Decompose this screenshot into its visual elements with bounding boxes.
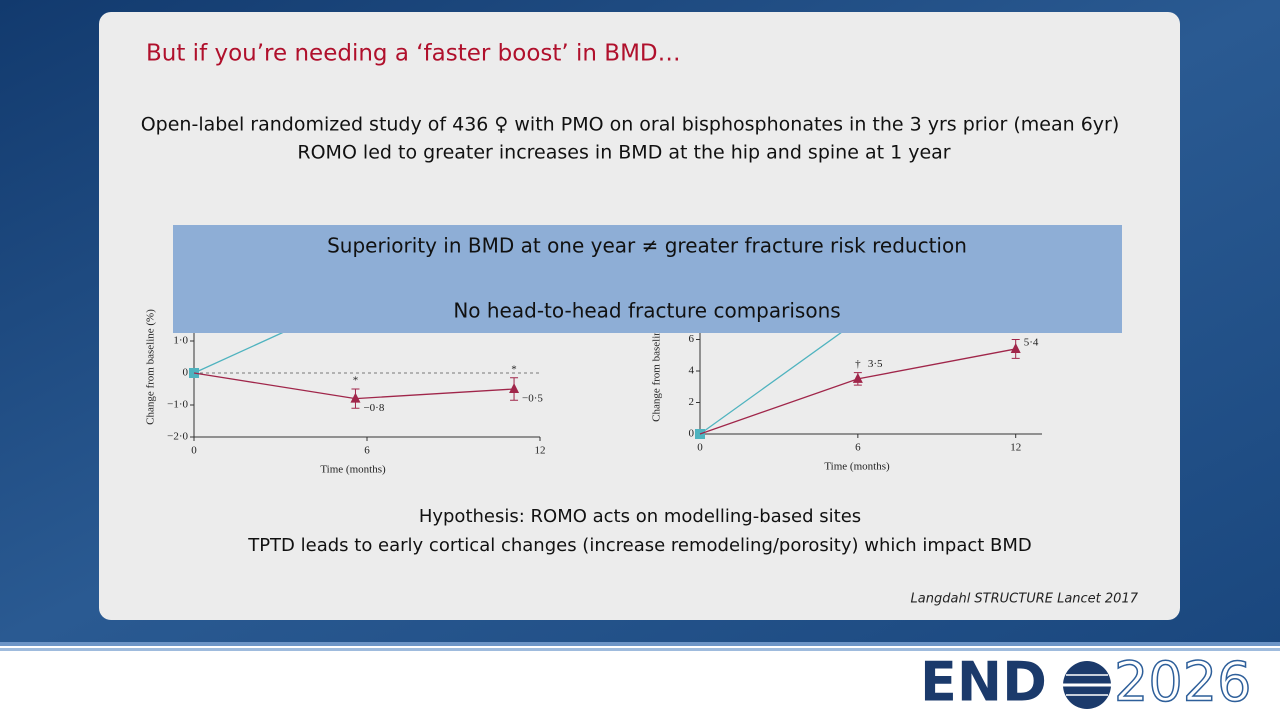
note-text: Hypothesis: ROMO acts on modelling-based… [419, 506, 861, 527]
body-text: Open-label randomized study of 436 ♀ wit… [141, 114, 1120, 136]
x-tick-label: 0 [697, 442, 703, 454]
logo-brand: END [920, 651, 1047, 714]
callout-box [173, 225, 1122, 333]
x-tick-label: 6 [855, 442, 861, 454]
y-axis-label: Change from baseline (%) [651, 306, 663, 422]
marker [350, 392, 361, 403]
y-tick-label: 6 [689, 333, 695, 345]
significance-label: * [511, 363, 517, 375]
x-tick-label: 0 [191, 445, 197, 457]
significance-label: * [353, 375, 359, 387]
callout-text: Superiority in BMD at one year ≠ greater… [327, 234, 967, 258]
y-tick-label: 2 [689, 396, 695, 408]
rule [0, 648, 1280, 651]
x-tick-label: 6 [364, 445, 370, 457]
rule [0, 642, 1280, 646]
x-axis-label: Time (months) [824, 461, 890, 473]
y-tick-label: 1·0 [173, 335, 188, 347]
logo-year: 2026 [1114, 651, 1251, 714]
marker [852, 372, 863, 383]
value-label: 5·4 [1024, 336, 1039, 348]
value-label: −0·8 [363, 402, 384, 414]
marker [1010, 342, 1021, 353]
significance-label: † [855, 358, 861, 370]
y-tick-label: 0 [183, 367, 189, 379]
y-tick-label: 0 [689, 428, 695, 440]
logo-globe [1063, 661, 1111, 709]
citation: Langdahl STRUCTURE Lancet 2017 [911, 592, 1139, 607]
marker [509, 383, 520, 393]
y-tick-label: −2·0 [167, 431, 188, 443]
charts: −2·0 −1·0 0 1·0 0 6 12 Time (months) Change from… [145, 245, 1042, 476]
y-tick-label: 4 [689, 365, 695, 377]
value-label: 3·5 [868, 358, 883, 370]
value-label: −0·5 [522, 393, 543, 405]
x-axis-label: Time (months) [320, 464, 386, 476]
body-text: ROMO led to greater increases in BMD at … [297, 142, 950, 164]
y-tick-label: −1·0 [167, 399, 188, 411]
x-tick-label: 12 [535, 445, 546, 457]
note-text: TPTD leads to early cortical changes (in… [247, 535, 1032, 556]
callout-text: No head-to-head fracture comparisons [453, 299, 840, 323]
slide-title: But if you’re needing a ‘faster boost’ i… [146, 41, 681, 67]
x-tick-label: 12 [1010, 442, 1021, 454]
y-axis-label: Change from baseline (%) [145, 309, 157, 425]
